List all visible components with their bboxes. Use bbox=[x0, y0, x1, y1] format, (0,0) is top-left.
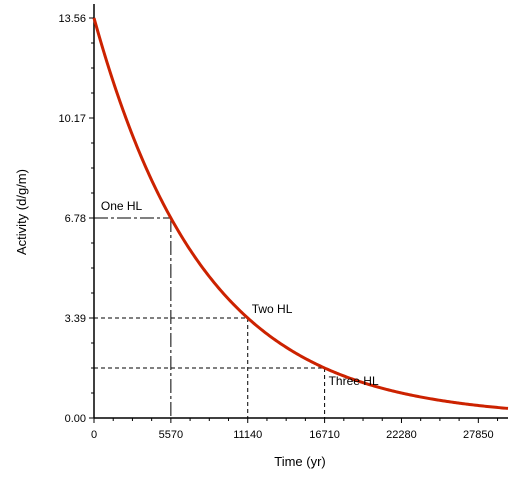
hl-label: One HL bbox=[101, 199, 143, 213]
x-tick-label: 5570 bbox=[159, 429, 183, 441]
y-tick-label: 3.39 bbox=[65, 313, 86, 325]
x-tick-label: 11140 bbox=[233, 429, 262, 441]
x-tick-label: 22280 bbox=[386, 429, 417, 441]
hl-label: Two HL bbox=[252, 302, 293, 316]
decay-curve bbox=[92, 17, 509, 410]
y-axis-title: Activity (d/g/m) bbox=[14, 169, 29, 255]
decay-curve-line bbox=[92, 17, 509, 410]
y-tick-label: 10.17 bbox=[58, 113, 86, 125]
axes: 0.00 3.39 6.78 10.17 13.56 0 5570 11140 16710 222… bbox=[58, 4, 508, 441]
half-life-guides bbox=[94, 217, 326, 418]
hl-label: Three HL bbox=[329, 374, 379, 388]
y-tick-label: 0.00 bbox=[65, 413, 86, 425]
x-axis-title: Time (yr) bbox=[274, 454, 326, 469]
annotation-labels: One HL Two HL Three HL bbox=[101, 199, 379, 388]
y-tick-label: 13.56 bbox=[58, 13, 86, 25]
x-tick-label: 0 bbox=[91, 429, 97, 441]
x-tick-label: 27850 bbox=[463, 429, 494, 441]
y-tick-label: 6.78 bbox=[65, 213, 86, 225]
x-tick-label: 16710 bbox=[309, 429, 340, 441]
